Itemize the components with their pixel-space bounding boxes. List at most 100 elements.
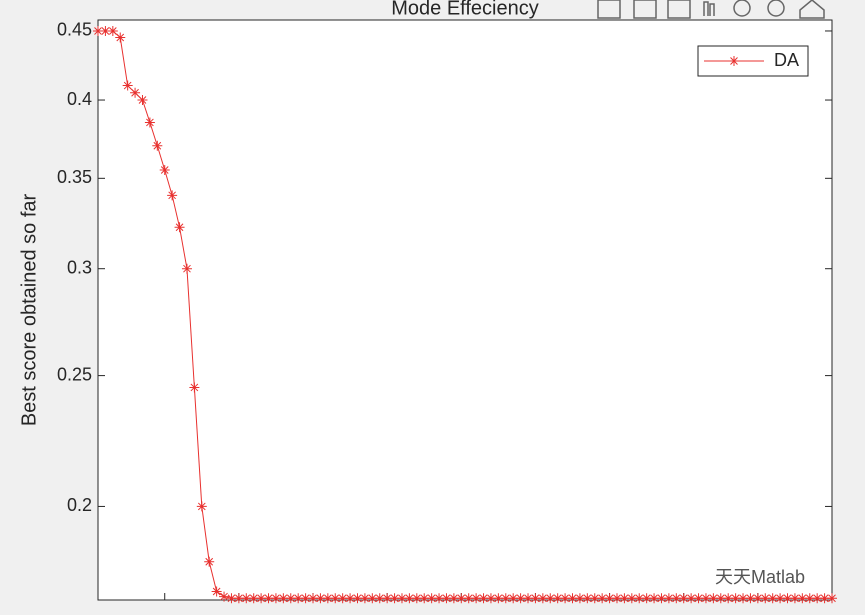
y-tick-label: 0.3 <box>67 257 92 277</box>
marker <box>137 95 148 106</box>
marker <box>582 593 593 604</box>
marker <box>812 593 823 604</box>
marker <box>93 25 103 36</box>
marker <box>285 593 296 604</box>
marker <box>359 593 370 604</box>
marker <box>219 591 230 602</box>
marker <box>434 593 445 604</box>
marker <box>819 593 830 604</box>
marker <box>485 593 496 604</box>
marker <box>560 593 571 604</box>
marker <box>663 593 674 604</box>
toolbar[interactable] <box>597 0 825 19</box>
marker <box>115 32 126 43</box>
marker <box>611 593 622 604</box>
tool-icon[interactable] <box>667 0 691 19</box>
marker <box>256 593 267 604</box>
marker <box>745 593 756 604</box>
marker <box>174 222 185 233</box>
marker <box>293 593 304 604</box>
tool-icon[interactable] <box>767 0 785 17</box>
marker <box>367 593 378 604</box>
legend: DA <box>697 45 809 77</box>
marker <box>404 593 415 604</box>
marker <box>827 593 837 604</box>
marker <box>760 593 771 604</box>
marker <box>211 586 222 597</box>
chart-title: Mode Effeciency <box>391 0 539 19</box>
marker <box>775 593 786 604</box>
marker <box>797 593 808 604</box>
marker <box>574 593 585 604</box>
marker <box>523 593 534 604</box>
marker <box>552 593 563 604</box>
y-axis-label: Best score obtained so far <box>18 193 40 426</box>
marker <box>374 593 385 604</box>
marker <box>730 593 741 604</box>
y-tick-label: 0.4 <box>67 89 92 109</box>
marker <box>463 593 474 604</box>
marker <box>181 263 192 274</box>
marker <box>649 593 660 604</box>
marker <box>530 593 541 604</box>
marker <box>671 593 682 604</box>
tool-icon[interactable] <box>733 0 751 17</box>
marker <box>308 593 319 604</box>
marker <box>782 593 793 604</box>
marker <box>708 593 719 604</box>
marker <box>233 593 244 604</box>
marker <box>130 87 141 98</box>
marker <box>478 593 489 604</box>
watermark: 天天Matlab <box>715 567 805 587</box>
marker <box>352 593 363 604</box>
marker <box>597 593 608 604</box>
marker <box>152 140 163 151</box>
marker <box>456 593 467 604</box>
marker <box>167 190 178 201</box>
tool-icon[interactable] <box>633 0 657 19</box>
marker <box>471 593 482 604</box>
marker <box>426 593 437 604</box>
marker <box>322 593 333 604</box>
tool-icon[interactable] <box>597 0 621 19</box>
marker <box>700 593 711 604</box>
marker <box>315 593 326 604</box>
marker <box>752 593 763 604</box>
marker <box>508 593 519 604</box>
marker <box>144 117 155 128</box>
marker <box>545 593 556 604</box>
marker <box>515 593 526 604</box>
marker <box>159 165 170 176</box>
marker <box>604 593 615 604</box>
tool-icon[interactable] <box>799 0 825 19</box>
tool-icon[interactable] <box>703 1 715 16</box>
marker <box>337 593 348 604</box>
marker <box>107 25 118 36</box>
marker <box>241 593 252 604</box>
marker <box>619 593 630 604</box>
marker <box>248 593 259 604</box>
marker <box>789 593 800 604</box>
marker <box>270 593 281 604</box>
marker <box>634 593 645 604</box>
marker <box>656 593 667 604</box>
marker <box>345 593 356 604</box>
y-tick-label: 0.2 <box>67 495 92 515</box>
marker <box>226 593 237 604</box>
axes-box <box>97 19 833 601</box>
marker <box>396 593 407 604</box>
marker <box>537 593 548 604</box>
marker <box>100 25 111 36</box>
marker <box>419 593 430 604</box>
marker <box>500 593 511 604</box>
marker <box>189 382 200 393</box>
marker <box>589 593 600 604</box>
marker <box>493 593 504 604</box>
y-tick-label: 0.25 <box>57 364 92 384</box>
marker <box>441 593 452 604</box>
marker <box>626 593 637 604</box>
legend-label: DA <box>774 50 799 70</box>
y-tick-label: 0.45 <box>57 20 92 40</box>
marker <box>723 593 734 604</box>
marker <box>263 593 274 604</box>
